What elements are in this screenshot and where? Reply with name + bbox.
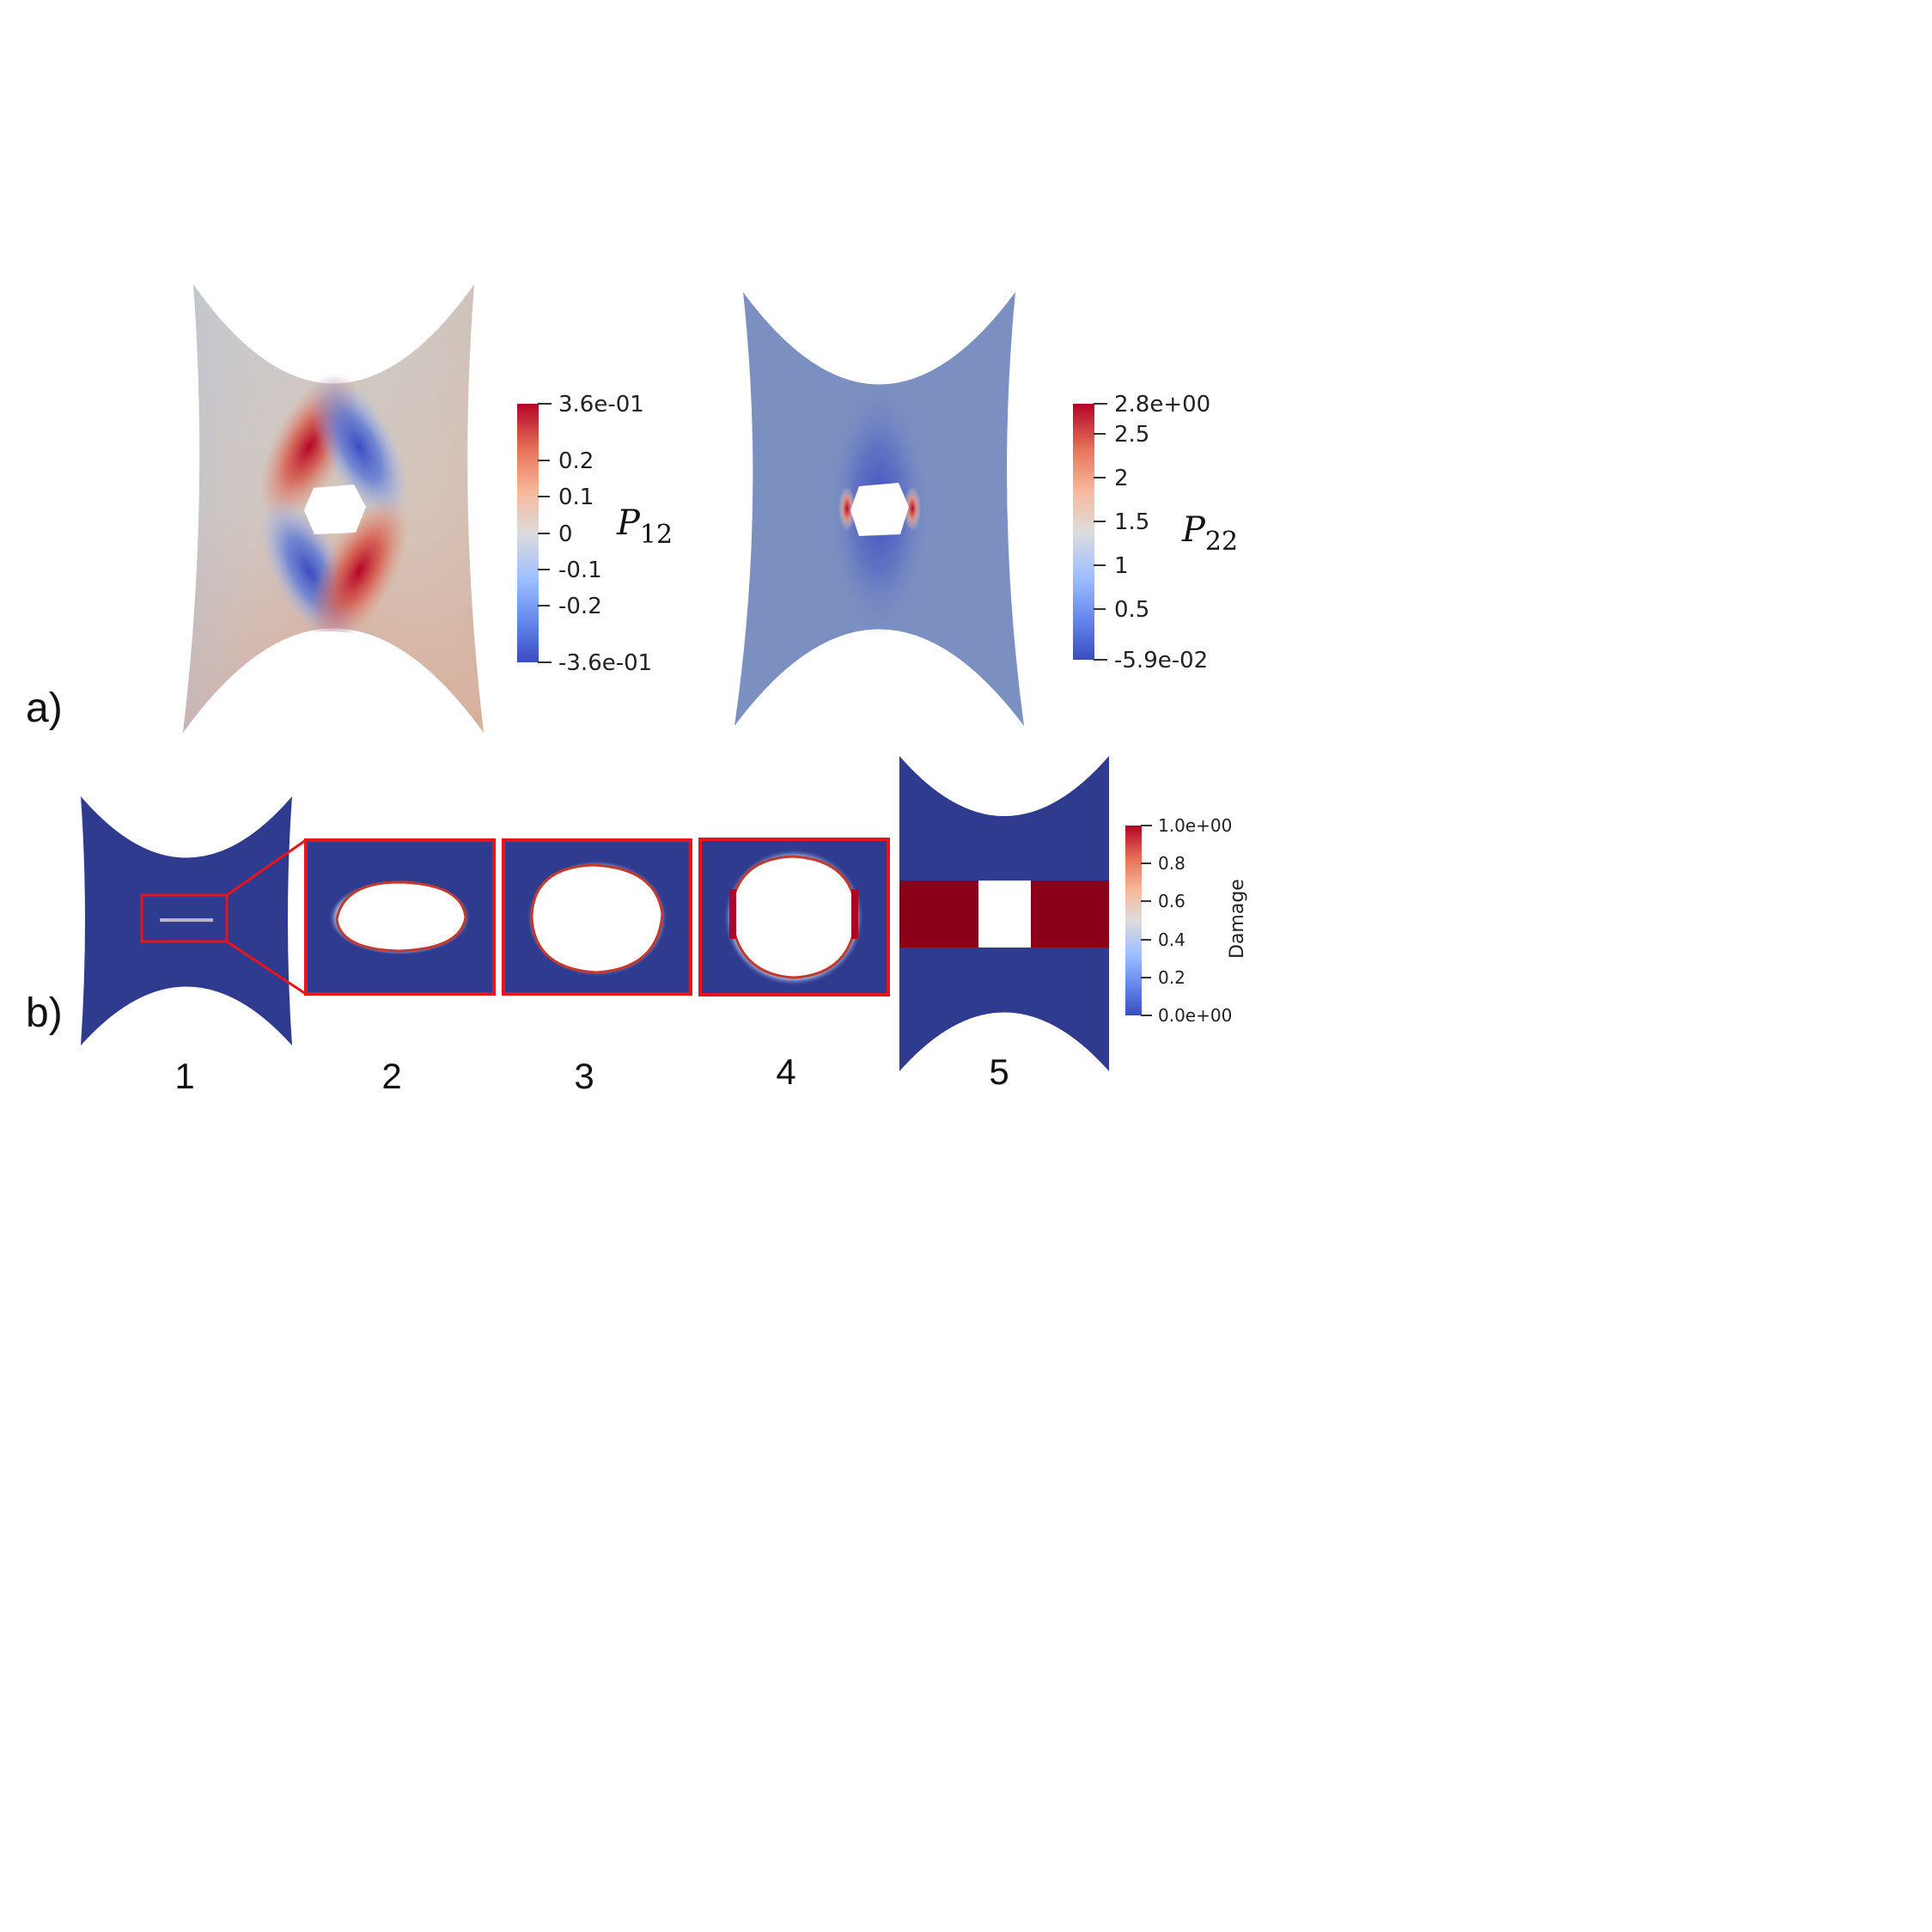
p22-colorbar-tick-label: 0.5 bbox=[1114, 597, 1149, 623]
p12-colorbar-gradient bbox=[517, 404, 539, 662]
p12-field-plot bbox=[183, 284, 484, 733]
stage-4-damage-right bbox=[851, 889, 858, 939]
p22-colorbar-tick-label: 1 bbox=[1114, 553, 1129, 579]
p22-colorbar-gradient bbox=[1073, 404, 1094, 660]
stage-3-void bbox=[530, 863, 664, 974]
stage-1-specimen bbox=[81, 796, 292, 1045]
p12-colorbar-tick-label: -0.2 bbox=[558, 594, 602, 619]
stage-2-zoom bbox=[304, 838, 496, 996]
p22-field-plot bbox=[734, 292, 1024, 726]
p12-hole bbox=[304, 485, 366, 534]
p12-colorbar-tick-label: 0.1 bbox=[558, 485, 594, 510]
damage-colorbar-tick-label: 0.8 bbox=[1158, 853, 1185, 874]
p22-high-stress-right bbox=[904, 486, 921, 531]
stage-label: 1 bbox=[174, 1056, 194, 1096]
stage-label: 2 bbox=[381, 1056, 401, 1096]
damage-colorbar-max-label: 1.0e+00 bbox=[1158, 815, 1232, 836]
damage-colorbar-tick-label: 0.2 bbox=[1158, 967, 1185, 988]
p22-hole bbox=[850, 483, 909, 536]
damage-colorbar-gradient bbox=[1125, 826, 1142, 1015]
zoom-connector-bottom bbox=[226, 940, 307, 996]
damage-colorbar-min-label: 0.0e+00 bbox=[1158, 1005, 1232, 1026]
stage-4-damage-left bbox=[729, 889, 736, 939]
p22-colorbar-tick-label: 1.5 bbox=[1114, 509, 1149, 535]
p12-colorbar: 3.6e-01 0.2 0.1 0 -0.1 -0.2 -3.6e-01 bbox=[517, 392, 652, 676]
p22-colorbar-max-label: 2.8e+00 bbox=[1114, 392, 1210, 417]
fracture-opening bbox=[978, 881, 1031, 948]
stage-label: 4 bbox=[776, 1051, 795, 1092]
p12-colorbar-tick-label: 0.2 bbox=[558, 448, 594, 474]
stage-4-zoom bbox=[698, 838, 890, 996]
stage-4-void bbox=[729, 855, 858, 979]
p12-blue-lobe-upper-right bbox=[308, 372, 410, 521]
stage-5-specimen bbox=[899, 756, 1109, 1071]
p12-colorbar-max-label: 3.6e-01 bbox=[558, 392, 644, 417]
p22-high-stress-left bbox=[838, 486, 856, 531]
stage-label: 5 bbox=[989, 1051, 1009, 1092]
p22-colorbar-min-label: -5.9e-02 bbox=[1114, 648, 1208, 673]
p22-colorbar: 2.8e+00 2.5 2 1.5 1 0.5 -5.9e-02 bbox=[1073, 392, 1210, 673]
p12-colorbar-tick-label: -0.1 bbox=[558, 558, 602, 583]
p12-colorbar-min-label: -3.6e-01 bbox=[558, 650, 652, 676]
damage-colorbar-tick-label: 0.4 bbox=[1158, 929, 1185, 950]
p22-colorbar-tick-label: 2 bbox=[1114, 466, 1129, 491]
panel-a-label: a) bbox=[26, 686, 63, 731]
damage-colorbar-tick-label: 0.6 bbox=[1158, 891, 1185, 911]
p12-red-lobe-lower-right bbox=[308, 497, 410, 646]
damage-colorbar-title: Damage bbox=[1227, 879, 1248, 959]
p12-symbol: P12 bbox=[616, 503, 673, 550]
zoom-connector-top bbox=[226, 838, 307, 897]
stage-3-zoom bbox=[502, 838, 692, 996]
damage-colorbar: 1.0e+00 0.8 0.6 0.4 0.2 0.0e+00 Damage bbox=[1125, 815, 1248, 1026]
p22-colorbar-tick-label: 2.5 bbox=[1114, 422, 1149, 448]
p22-symbol: P22 bbox=[1181, 510, 1238, 557]
stage-label: 3 bbox=[574, 1056, 594, 1096]
panel-b-label: b) bbox=[26, 990, 63, 1036]
stage-2-void bbox=[335, 881, 467, 953]
zoom-box bbox=[140, 893, 229, 943]
p12-colorbar-tick-label: 0 bbox=[558, 521, 573, 547]
